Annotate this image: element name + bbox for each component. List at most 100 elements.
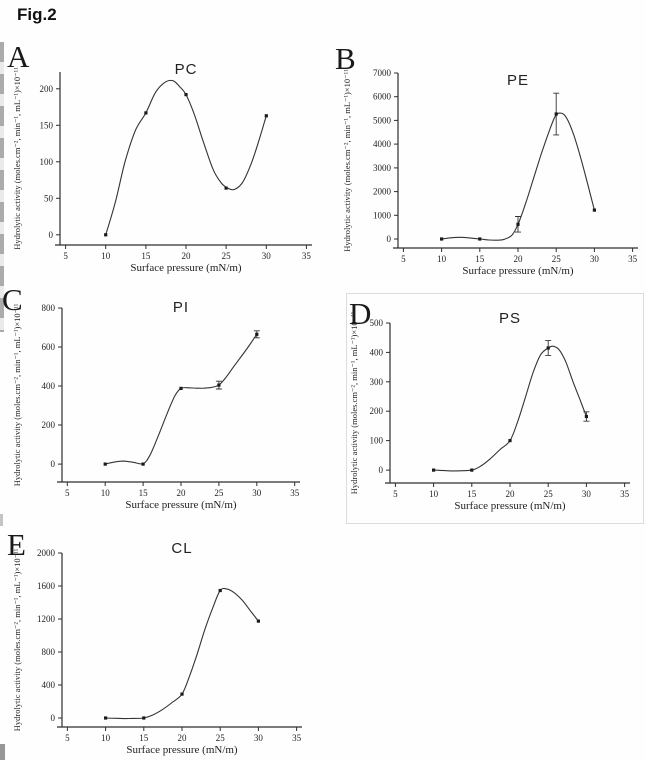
data-point-marker	[546, 346, 550, 350]
y-tick-label: 500	[370, 318, 384, 328]
data-point-marker	[104, 233, 108, 237]
y-tick-label: 1200	[37, 614, 56, 624]
data-point-marker	[180, 692, 184, 696]
x-tick-label: 30	[590, 254, 600, 264]
chart-panel-a-pc: 5 10 15 20 25 30 35 0 50 100 150 200 PC Surface press…	[12, 61, 312, 274]
y-tick-label: 6000	[373, 92, 392, 102]
scan-artifact-mark-2	[0, 744, 5, 760]
scan-artifact-dashed-line	[0, 42, 4, 332]
x-tick-label: 5	[401, 254, 406, 264]
data-point-marker	[256, 619, 260, 623]
x-tick-label: 20	[182, 251, 192, 261]
data-point-marker	[224, 186, 228, 190]
y-axis-title: Hydrolytic activity (moles.cm⁻², min⁻¹, …	[342, 69, 352, 252]
data-point-marker	[478, 237, 482, 241]
y-tick-label: 800	[42, 647, 56, 657]
x-axis-title: Surface pressure (mN/m)	[130, 262, 242, 274]
chart-title: PC	[175, 61, 198, 78]
y-tick-label: 1000	[373, 210, 392, 220]
y-tick-label: 0	[51, 713, 56, 723]
panel-label-c: C	[2, 282, 23, 317]
x-tick-label: 5	[65, 733, 70, 743]
y-tick-label: 50	[44, 193, 54, 203]
data-curve	[441, 112, 595, 241]
data-point-marker	[142, 716, 146, 720]
y-tick-label: 1600	[37, 581, 56, 591]
data-curve	[105, 79, 267, 235]
x-axis-title: Surface pressure (mN/m)	[126, 744, 238, 756]
x-tick-label: 35	[628, 254, 638, 264]
x-tick-label: 15	[141, 251, 151, 261]
chart-panel-c-pi: 5 10 15 20 25 30 35 0 200 400 600 800 PI Surface pres…	[12, 299, 300, 511]
data-point-marker	[218, 588, 222, 593]
data-point-marker	[144, 111, 148, 115]
data-curve	[433, 345, 587, 472]
data-point-marker	[470, 468, 474, 472]
x-tick-label: 25	[222, 251, 232, 261]
data-curve	[105, 333, 258, 465]
data-point-marker	[217, 383, 221, 387]
chart-panel-e-cl: 5 10 15 20 25 30 35 0 400 800 1200 1600 2000 CL Surfac…	[12, 540, 302, 756]
data-point-marker	[179, 386, 183, 390]
x-tick-label: 25	[544, 489, 554, 499]
chart-panel-b-pe: 5 10 15 20 25 30 35 0 1000 2000 3000 4000 5000 6000 70…	[342, 68, 638, 277]
data-point-marker	[516, 222, 520, 226]
y-tick-label: 0	[51, 459, 56, 469]
y-tick-label: 4000	[373, 139, 392, 149]
data-point-marker	[554, 112, 558, 116]
y-tick-label: 200	[40, 84, 54, 94]
axes	[55, 72, 312, 246]
panel-label-e: E	[7, 527, 26, 562]
x-tick-label: 5	[65, 488, 70, 498]
axes	[393, 73, 638, 249]
chart-title: PI	[173, 299, 189, 316]
data-point-marker	[584, 414, 588, 419]
panel-d-border	[346, 293, 644, 524]
x-tick-label: 20	[506, 489, 516, 499]
panel-label-a: A	[7, 39, 30, 74]
y-tick-label: 0	[387, 234, 392, 244]
x-tick-label: 15	[139, 733, 149, 743]
x-tick-label: 30	[262, 251, 272, 261]
chart-panel-d-ps: 5 10 15 20 25 30 35 0 100 200 300 400 500 PS Surface p…	[349, 310, 630, 512]
panel-label-d: D	[349, 296, 372, 331]
scan-artifact-mark-1	[0, 514, 3, 526]
y-axis-title: Hydrolytic activity (moles.cm⁻², min⁻¹, …	[12, 67, 22, 250]
data-point-marker	[432, 468, 436, 472]
figure-label: Fig.2	[17, 5, 57, 24]
x-tick-label: 15	[467, 489, 477, 499]
data-point-marker	[141, 462, 145, 466]
axes	[385, 323, 630, 484]
data-point-marker	[104, 716, 108, 720]
x-tick-label: 20	[514, 254, 524, 264]
x-tick-label: 10	[101, 733, 111, 743]
data-point-marker	[103, 462, 107, 466]
y-axis-title: Hydrolytic activity (moles.cm⁻², min⁻¹, …	[12, 548, 22, 731]
x-tick-label: 35	[620, 489, 630, 499]
y-tick-label: 400	[42, 680, 56, 690]
x-tick-label: 25	[216, 733, 226, 743]
data-point-marker	[508, 439, 512, 443]
y-tick-label: 2000	[373, 187, 392, 197]
x-tick-label: 30	[582, 489, 592, 499]
x-tick-label: 20	[178, 733, 188, 743]
x-tick-label: 5	[393, 489, 398, 499]
y-tick-label: 200	[42, 420, 56, 430]
x-tick-label: 10	[101, 251, 111, 261]
x-tick-label: 15	[475, 254, 485, 264]
x-tick-label: 35	[292, 733, 302, 743]
x-tick-label: 15	[139, 488, 149, 498]
x-tick-label: 35	[302, 251, 312, 261]
y-tick-label: 600	[42, 342, 56, 352]
y-tick-label: 150	[40, 120, 54, 130]
x-tick-label: 25	[214, 488, 224, 498]
x-axis-title: Surface pressure (mN/m)	[462, 265, 574, 277]
data-point-marker	[440, 237, 444, 241]
panel-label-b: B	[335, 41, 356, 76]
x-tick-label: 10	[437, 254, 447, 264]
x-tick-label: 30	[254, 733, 264, 743]
y-tick-label: 7000	[373, 68, 392, 78]
data-point-marker	[184, 93, 188, 97]
x-tick-label: 20	[177, 488, 187, 498]
